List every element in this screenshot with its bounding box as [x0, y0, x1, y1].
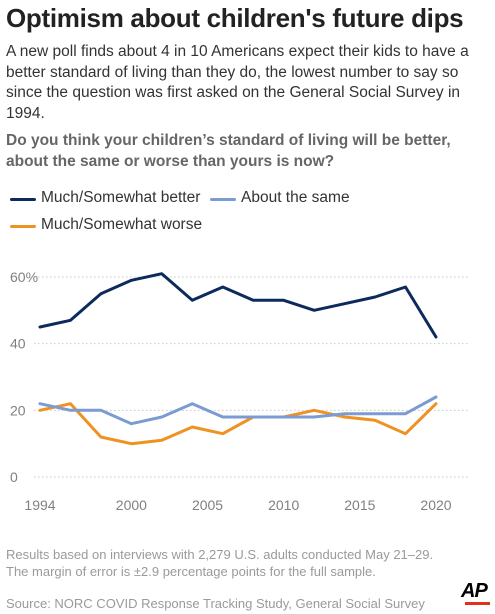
- x-tick-label: 1994: [24, 497, 55, 513]
- legend-label-worse: Much/Somewhat worse: [41, 216, 203, 233]
- grid-lines: [34, 276, 470, 478]
- legend-swatch-better: [10, 198, 36, 201]
- x-tick-label: 2005: [192, 497, 223, 513]
- legend-swatch-worse: [10, 225, 36, 228]
- x-tick-label: 2015: [344, 497, 375, 513]
- x-tick-label: 2020: [420, 497, 451, 513]
- footnote: Results based on interviews with 2,279 U…: [6, 547, 434, 579]
- x-axis-ticks: 1994 2000 2005 2010 2015 2020: [24, 497, 451, 513]
- ap-logo-accent: [465, 602, 490, 605]
- legend-swatch-same: [210, 198, 236, 201]
- series-line-better: [38, 272, 438, 339]
- legend-label-better: Much/Somewhat better: [41, 189, 201, 206]
- y-tick-label: 40: [10, 336, 26, 352]
- line-chart: 0 20 40 60% 1994 2000 2005 2010 2015 2020: [10, 269, 470, 513]
- survey-question: Do you think your children’s standard of…: [6, 132, 451, 170]
- y-tick-label: 0: [10, 469, 18, 485]
- y-tick-label: 20: [10, 402, 26, 418]
- legend-label-same: About the same: [241, 189, 350, 206]
- source-note: Source: NORC COVID Response Tracking Stu…: [6, 596, 425, 611]
- x-tick-label: 2000: [116, 497, 147, 513]
- chart-subtitle: A new poll finds about 4 in 10 Americans…: [6, 43, 469, 122]
- y-axis-ticks: 0 20 40 60%: [10, 269, 38, 485]
- y-tick-label: 60%: [10, 269, 38, 285]
- x-tick-label: 2010: [268, 497, 299, 513]
- series-lines: [38, 272, 438, 446]
- series-line-same: [38, 395, 438, 426]
- chart-title: Optimism about children's future dips: [6, 3, 464, 33]
- series-line-worse: [38, 402, 438, 446]
- ap-logo: AP: [461, 580, 488, 602]
